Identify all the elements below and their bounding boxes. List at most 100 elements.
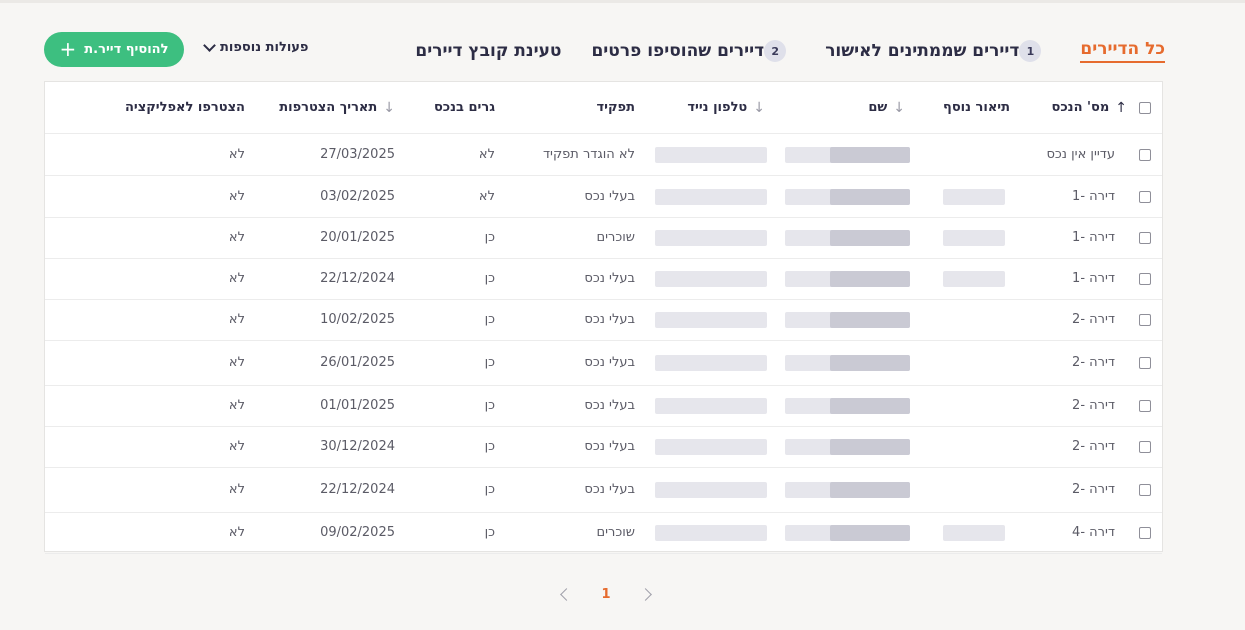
- property-cell: דירה -1: [1072, 230, 1115, 245]
- redacted-phone: [655, 189, 767, 205]
- table-row[interactable]: דירה -1 שוכרים כן 20/01/2025 לא: [45, 217, 1162, 259]
- join-date-cell: 03/02/2025: [320, 189, 395, 204]
- property-cell: דירה -2: [1072, 398, 1115, 413]
- joined-app-cell: לא: [228, 355, 245, 370]
- table-row[interactable]: דירה -2 בעלי נכס כן 26/01/2025 לא: [45, 340, 1162, 386]
- redacted-phone: [655, 147, 767, 163]
- row-checkbox[interactable]: [1139, 134, 1151, 175]
- row-checkbox[interactable]: [1139, 340, 1151, 385]
- redacted-description: [943, 271, 1005, 287]
- join-date-cell: 09/02/2025: [320, 525, 395, 540]
- join-date-cell: 30/12/2024: [320, 439, 395, 454]
- joined-app-cell: לא: [228, 398, 245, 413]
- select-all-checkbox[interactable]: [1139, 82, 1151, 133]
- chevron-right-icon[interactable]: [639, 587, 652, 601]
- redacted-name: [830, 355, 910, 371]
- table-row[interactable]: עדיין אין נכס לא הוגדר תפקיד לא 27/03/2025 ל…: [45, 134, 1162, 176]
- redacted-name: [830, 230, 910, 246]
- header-mobile[interactable]: טלפון נייד ↓: [687, 99, 765, 116]
- redacted-name: [830, 525, 910, 541]
- tab-bar: טעינת קובץ דיירים דיירים שהוסיפו פרטים 2…: [385, 36, 1165, 66]
- sort-down-icon: ↓: [893, 99, 905, 116]
- redacted-name: [830, 398, 910, 414]
- property-cell: עדיין אין נכס: [1046, 147, 1115, 162]
- joined-app-cell: לא: [228, 482, 245, 497]
- redacted-phone: [655, 271, 767, 287]
- row-checkbox[interactable]: [1139, 512, 1151, 553]
- property-cell: דירה -1: [1072, 189, 1115, 204]
- lives-in-cell: כן: [484, 525, 495, 540]
- count-badge: 2: [764, 40, 787, 62]
- join-date-cell: 22/12/2024: [320, 482, 395, 497]
- redacted-description: [943, 189, 1005, 205]
- lives-in-cell: כן: [484, 398, 495, 413]
- role-cell: בעלי נכס: [584, 189, 635, 204]
- row-checkbox[interactable]: [1139, 258, 1151, 299]
- role-cell: בעלי נכס: [584, 482, 635, 497]
- role-cell: בעלי נכס: [584, 312, 635, 327]
- row-checkbox[interactable]: [1139, 385, 1151, 426]
- add-resident-label: להוסיף דייר.ת: [84, 42, 169, 57]
- header-joined-app: הצטרפו לאפליקציה: [124, 100, 245, 115]
- row-checkbox[interactable]: [1139, 426, 1151, 467]
- table-row[interactable]: דירה -2 בעלי נכס כן 01/01/2025 לא: [45, 385, 1162, 427]
- join-date-cell: 20/01/2025: [320, 230, 395, 245]
- role-cell: שוכרים: [596, 525, 636, 540]
- redacted-name: [830, 147, 910, 163]
- redacted-description: [943, 230, 1005, 246]
- chevron-left-icon[interactable]: [560, 587, 573, 601]
- table-row[interactable]: דירה -1 בעלי נכס לא 03/02/2025 לא: [45, 176, 1162, 218]
- header-name[interactable]: שם ↓: [868, 99, 905, 116]
- role-cell: שוכרים: [596, 230, 636, 245]
- redacted-name: [830, 312, 910, 328]
- add-resident-button[interactable]: + להוסיף דייר.ת: [44, 32, 184, 67]
- table-row[interactable]: דירה -1 בעלי נכס כן 22/12/2024 לא: [45, 258, 1162, 300]
- join-date-cell: 27/03/2025: [320, 147, 395, 162]
- header-extra-desc: תיאור נוסף: [943, 100, 1010, 115]
- role-cell: בעלי נכס: [584, 439, 635, 454]
- table-row[interactable]: דירה -2 בעלי נכס כן 30/12/2024 לא: [45, 426, 1162, 468]
- tab-upload-file[interactable]: טעינת קובץ דיירים: [415, 41, 562, 61]
- property-cell: דירה -2: [1072, 482, 1115, 497]
- table-header: מס' הנכס ↑ תיאור נוסף שם ↓ טלפון נייד ↓ …: [45, 82, 1162, 134]
- property-cell: דירה -4: [1072, 525, 1115, 540]
- role-cell: בעלי נכס: [584, 271, 635, 286]
- current-page[interactable]: 1: [601, 586, 611, 602]
- sort-down-icon: ↓: [753, 99, 765, 116]
- role-cell: בעלי נכס: [584, 398, 635, 413]
- redacted-name: [830, 482, 910, 498]
- joined-app-cell: לא: [228, 189, 245, 204]
- tab-added-details[interactable]: דיירים שהוסיפו פרטים 2: [591, 40, 795, 62]
- table-row[interactable]: דירה -2 בעלי נכס כן 10/02/2025 לא: [45, 299, 1162, 341]
- joined-app-cell: לא: [228, 439, 245, 454]
- table-row[interactable]: דירה -4 שוכרים כן 09/02/2025 לא: [45, 512, 1162, 554]
- row-checkbox[interactable]: [1139, 299, 1151, 340]
- lives-in-cell: כן: [484, 355, 495, 370]
- redacted-phone: [655, 525, 767, 541]
- tab-pending-approval[interactable]: דיירים שממתינים לאישור 1: [825, 40, 1050, 62]
- header-property-no[interactable]: מס' הנכס ↑: [1051, 99, 1127, 116]
- residents-table: מס' הנכס ↑ תיאור נוסף שם ↓ טלפון נייד ↓ …: [44, 81, 1163, 554]
- table-row[interactable]: דירה -2 בעלי נכס כן 22/12/2024 לא: [45, 467, 1162, 513]
- chevron-down-icon: [203, 39, 216, 52]
- redacted-name: [830, 439, 910, 455]
- more-actions-dropdown[interactable]: פעולות נוספות: [203, 39, 309, 55]
- join-date-cell: 01/01/2025: [320, 398, 395, 413]
- count-badge: 1: [1019, 40, 1042, 62]
- join-date-cell: 22/12/2024: [320, 271, 395, 286]
- role-cell: בעלי נכס: [584, 355, 635, 370]
- joined-app-cell: לא: [228, 147, 245, 162]
- header-lives-in: גרים בנכס: [433, 100, 495, 115]
- property-cell: דירה -2: [1072, 355, 1115, 370]
- redacted-name: [830, 189, 910, 205]
- lives-in-cell: כן: [484, 439, 495, 454]
- sort-up-icon: ↑: [1115, 99, 1127, 116]
- tab-all-residents[interactable]: כל הדיירים: [1080, 39, 1165, 63]
- row-checkbox[interactable]: [1139, 467, 1151, 512]
- row-checkbox[interactable]: [1139, 176, 1151, 217]
- joined-app-cell: לא: [228, 312, 245, 327]
- row-checkbox[interactable]: [1139, 217, 1151, 258]
- header-join-date[interactable]: תאריך הצטרפות ↓: [279, 99, 395, 116]
- redacted-name: [830, 271, 910, 287]
- redacted-phone: [655, 439, 767, 455]
